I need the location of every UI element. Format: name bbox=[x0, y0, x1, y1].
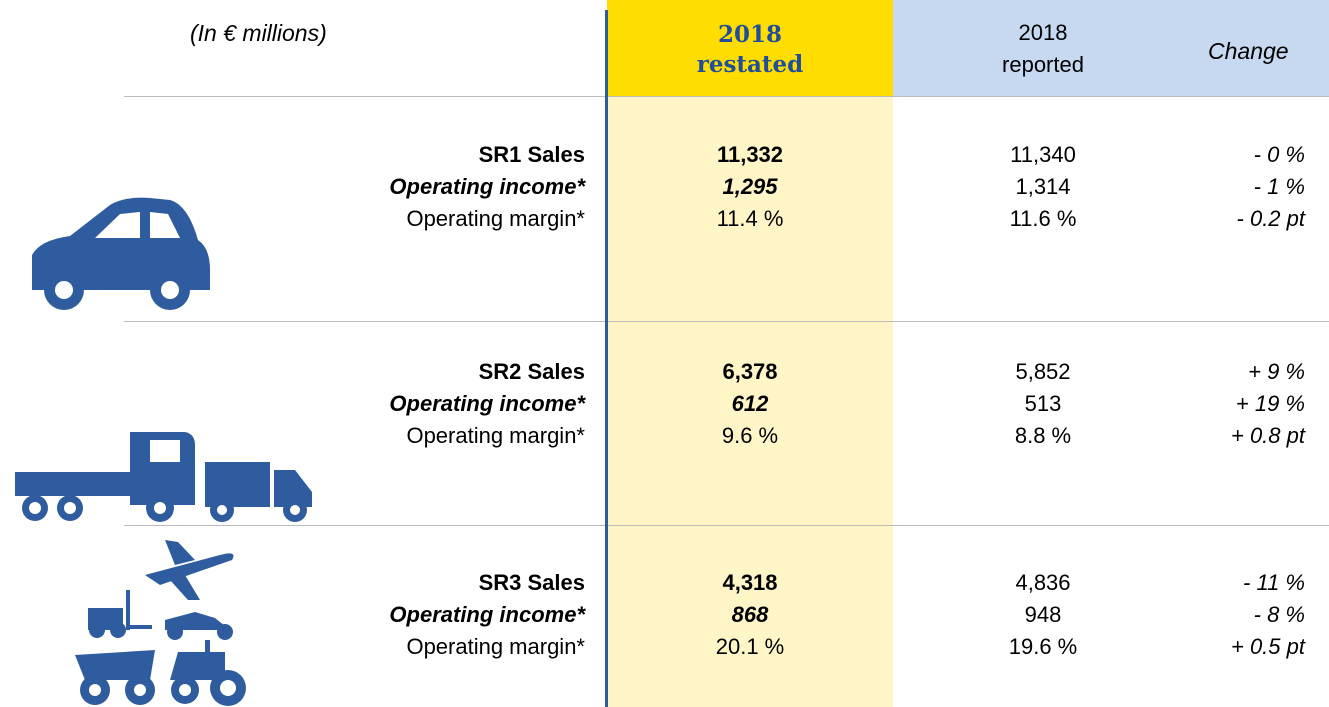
column-header: 2018 bbox=[1018, 20, 1068, 45]
divider bbox=[124, 96, 1329, 97]
row-label: Operating income* bbox=[389, 174, 585, 199]
row-label: Operating income* bbox=[389, 391, 585, 416]
restated-value: 1,295 bbox=[722, 174, 778, 199]
restated-body-bg bbox=[607, 96, 893, 707]
change-value: - 8 % bbox=[1253, 602, 1305, 627]
column-header: reported bbox=[1002, 52, 1084, 77]
reported-value: 948 bbox=[1024, 602, 1062, 627]
change-value: + 0.5 pt bbox=[1230, 634, 1305, 659]
restated-value: 612 bbox=[731, 391, 769, 416]
row-label: Operating margin* bbox=[406, 634, 585, 659]
vertical-rule bbox=[605, 10, 608, 707]
reported-value: 513 bbox=[1024, 391, 1062, 416]
row-label: Operating income* bbox=[389, 602, 585, 627]
restated-value: 4,318 bbox=[722, 570, 778, 595]
restated-value: 11.4 % bbox=[716, 206, 784, 231]
divider bbox=[124, 321, 1329, 322]
restated-header-bg bbox=[607, 0, 893, 96]
change-value: + 19 % bbox=[1235, 391, 1305, 416]
column-header: restated bbox=[696, 51, 804, 78]
change-value: - 11 % bbox=[1243, 570, 1305, 595]
column-header: Change bbox=[1208, 38, 1289, 64]
car-icon bbox=[32, 197, 210, 310]
change-value: - 0 % bbox=[1253, 142, 1305, 167]
sr3-icons bbox=[75, 540, 246, 706]
row-label: Operating margin* bbox=[406, 423, 585, 448]
restated-value: 868 bbox=[731, 602, 769, 627]
restated-value: 20.1 % bbox=[715, 634, 785, 659]
row-label: SR1 Sales bbox=[478, 142, 585, 167]
restated-value: 6,378 bbox=[722, 359, 778, 384]
row-label: SR3 Sales bbox=[478, 570, 585, 595]
change-value: - 0.2 pt bbox=[1236, 206, 1305, 231]
reported-value: 1,314 bbox=[1015, 174, 1071, 199]
reported-header-bg bbox=[893, 0, 1329, 96]
restated-value: 11,332 bbox=[716, 142, 784, 167]
truck-icons bbox=[15, 432, 312, 522]
reported-value: 11,340 bbox=[1010, 142, 1076, 167]
reported-value: 5,852 bbox=[1015, 359, 1071, 384]
unit-label: (In € millions) bbox=[190, 20, 327, 46]
divider bbox=[124, 525, 1329, 526]
reported-value: 19.6 % bbox=[1008, 634, 1078, 659]
change-value: - 1 % bbox=[1253, 174, 1305, 199]
column-header: 2018 bbox=[717, 21, 782, 48]
reported-value: 11.6 % bbox=[1009, 206, 1077, 231]
reported-value: 4,836 bbox=[1015, 570, 1071, 595]
reported-value: 8.8 % bbox=[1014, 423, 1072, 448]
row-label: SR2 Sales bbox=[478, 359, 585, 384]
restated-value: 9.6 % bbox=[721, 423, 779, 448]
row-label: Operating margin* bbox=[406, 206, 585, 231]
change-value: + 9 % bbox=[1248, 359, 1305, 384]
change-value: + 0.8 pt bbox=[1230, 423, 1305, 448]
